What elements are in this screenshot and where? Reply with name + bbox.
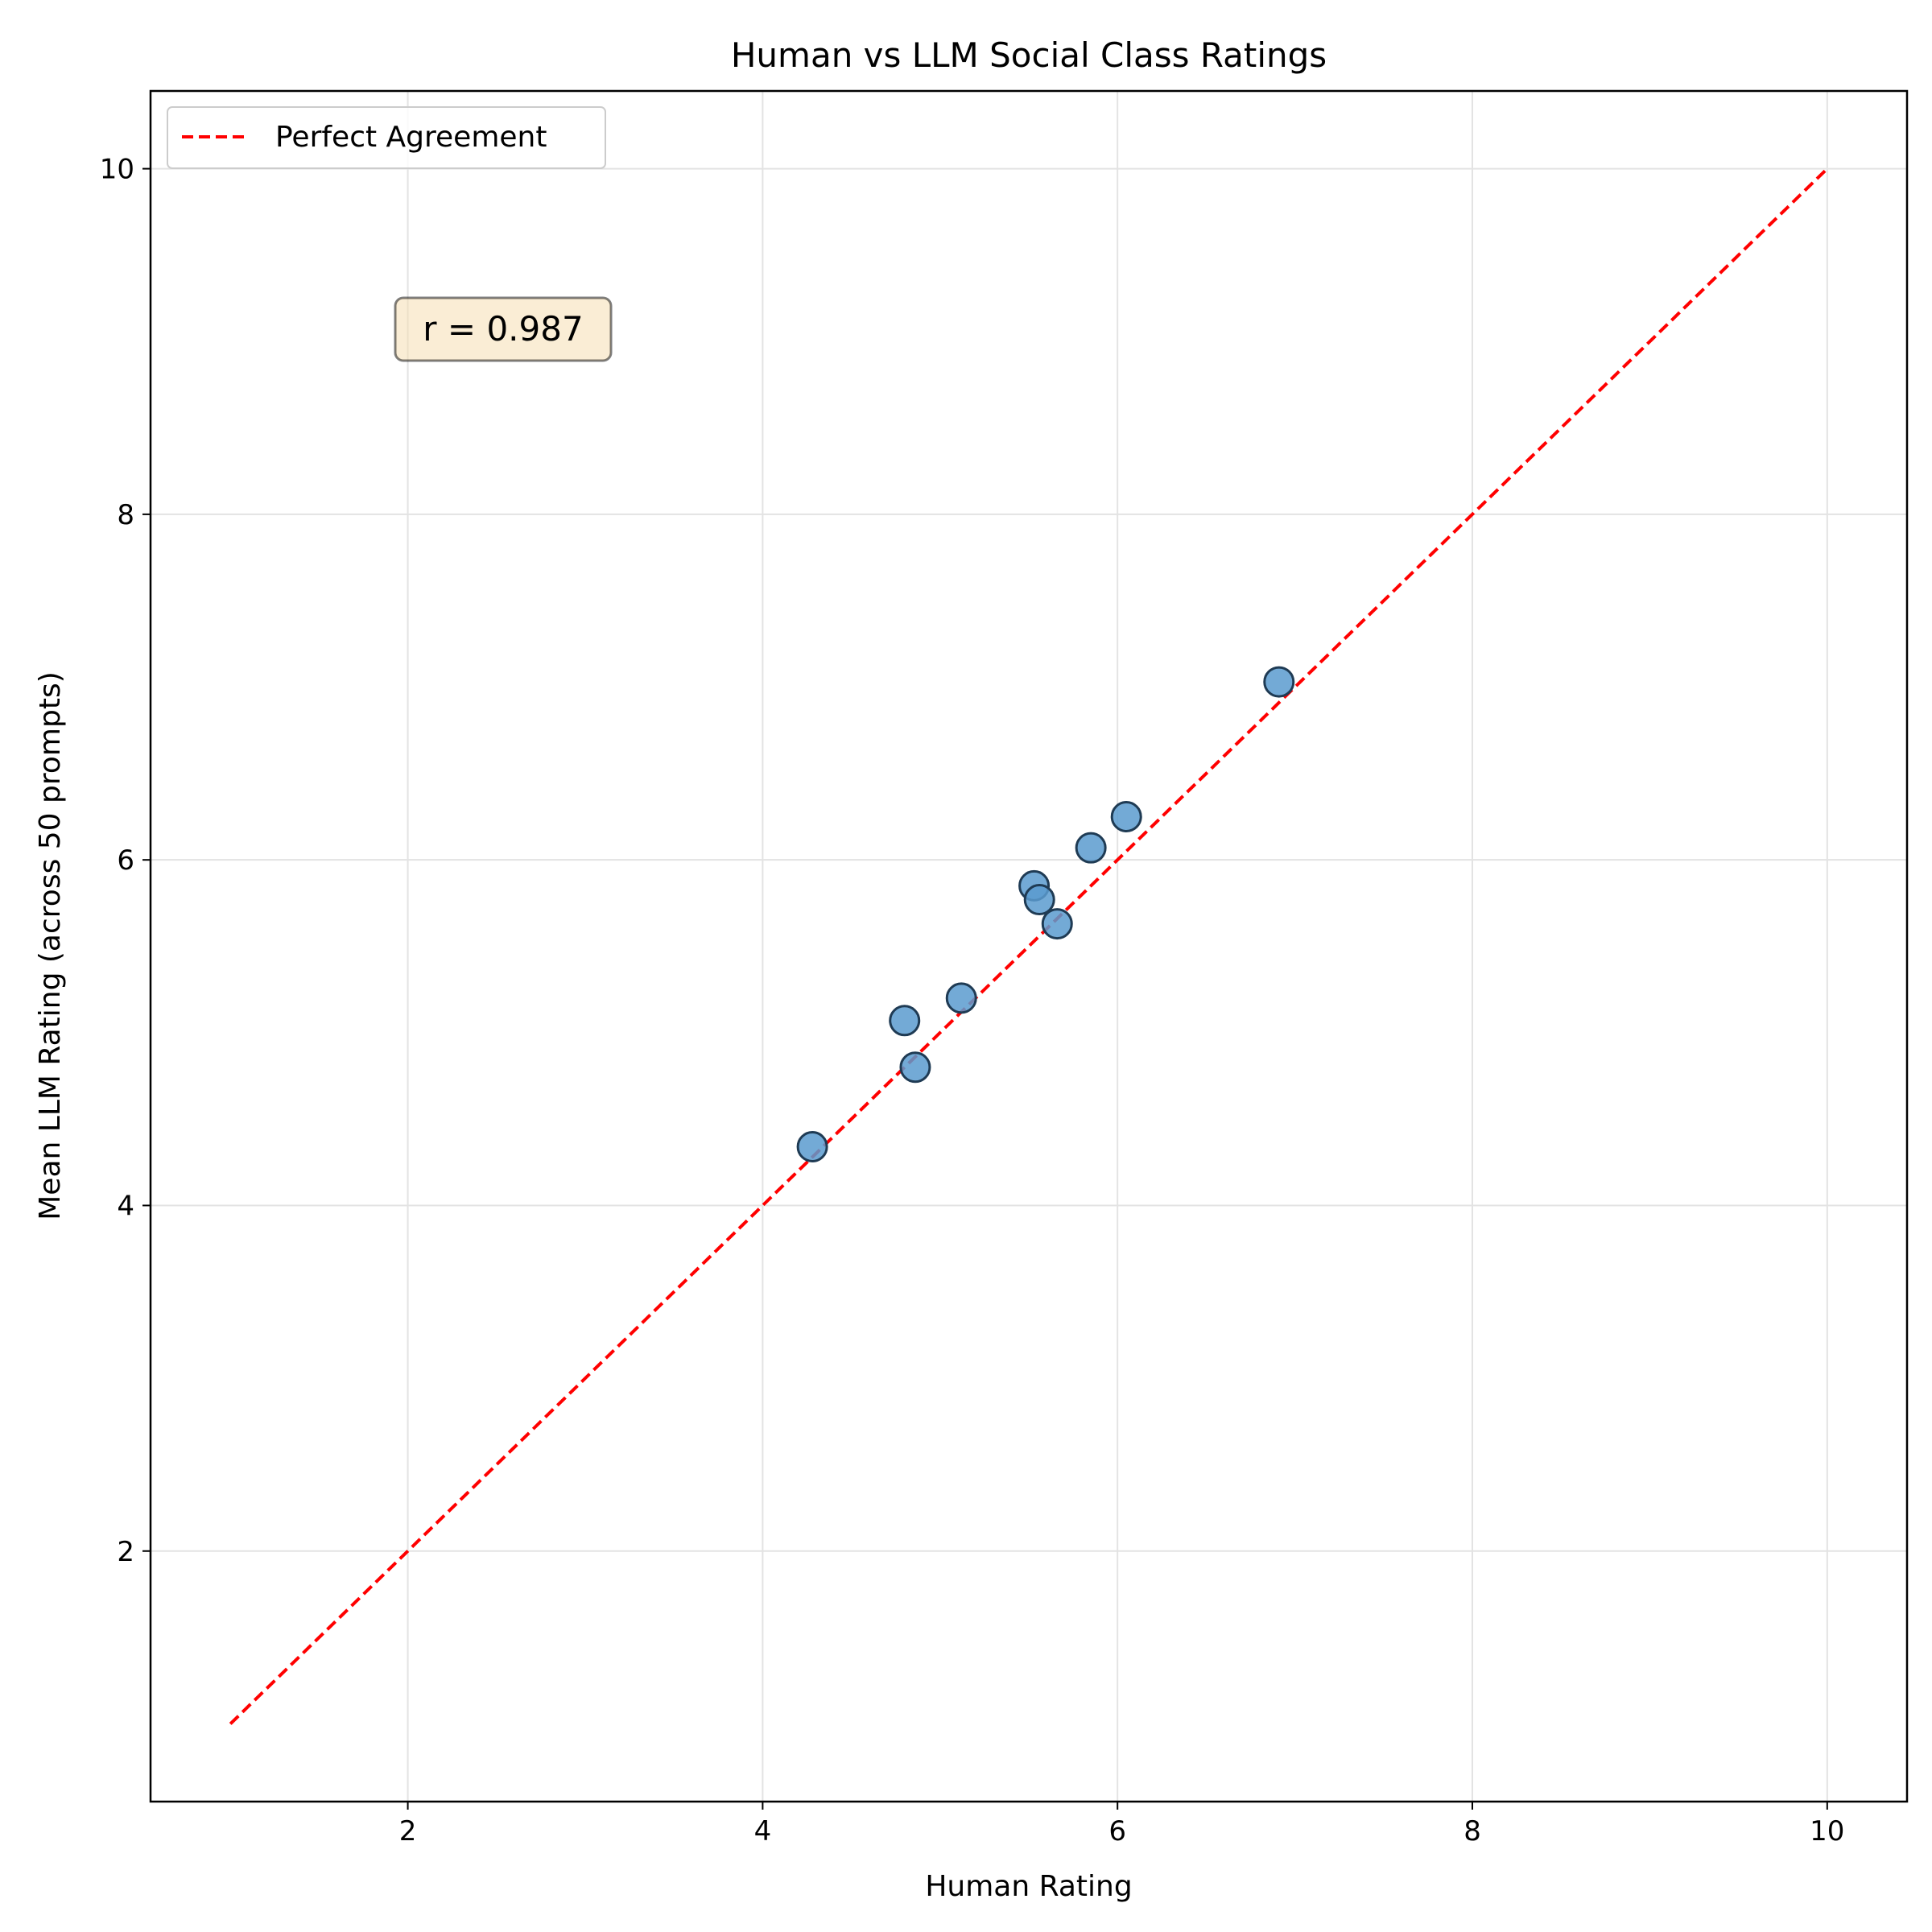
- scatter-point: [1075, 832, 1107, 864]
- legend: Perfect Agreement: [167, 106, 606, 169]
- y-axis-label: Mean LLM Rating (across 50 prompts): [34, 671, 67, 1220]
- scatter-point: [796, 1130, 828, 1162]
- x-tick-label: 10: [1810, 1815, 1844, 1847]
- y-tick-label: 6: [117, 844, 134, 877]
- scatter-point: [1041, 908, 1073, 940]
- scatter-point: [945, 982, 977, 1014]
- x-axis-ticks: 2 4 6 8 10: [399, 1802, 1844, 1847]
- scatter-point: [889, 1005, 921, 1037]
- scatter-point: [1110, 801, 1142, 833]
- x-tick-label: 2: [399, 1815, 417, 1847]
- x-tick-label: 4: [754, 1815, 772, 1847]
- y-tick-label: 4: [117, 1190, 134, 1222]
- grid: [151, 91, 1907, 1802]
- scatter-point: [1023, 884, 1055, 916]
- correlation-annotation: r = 0.987: [394, 296, 613, 362]
- annotation-box: [394, 296, 613, 362]
- plot-area-frame: [149, 89, 1909, 1803]
- y-tick-label: 8: [117, 499, 134, 531]
- x-axis-label: Human Rating: [925, 1870, 1132, 1903]
- scatter-point: [1263, 666, 1295, 698]
- x-tick-label: 8: [1463, 1815, 1481, 1847]
- legend-label: Perfect Agreement: [275, 121, 547, 154]
- chart-title: Human vs LLM Social Class Ratings: [731, 35, 1327, 75]
- legend-box: [167, 106, 606, 169]
- y-tick-label: 2: [117, 1536, 134, 1568]
- scatter-point: [899, 1051, 931, 1084]
- y-tick-label: 10: [100, 154, 134, 186]
- annotation-text: r = 0.987: [423, 309, 583, 349]
- scatter-points: [796, 666, 1295, 1162]
- y-axis-ticks: 2 4 6 8 10: [100, 154, 151, 1568]
- x-tick-label: 6: [1108, 1815, 1126, 1847]
